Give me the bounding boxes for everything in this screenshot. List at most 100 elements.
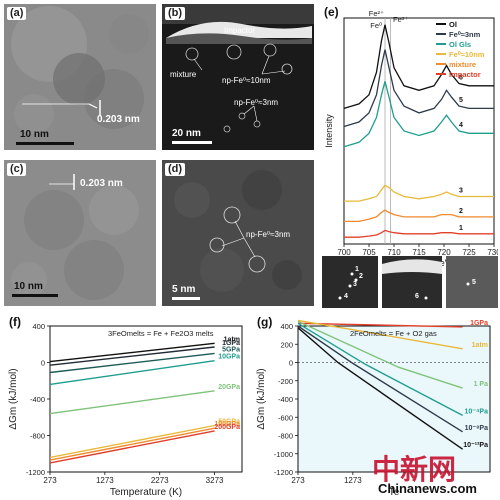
g-x-axis-label: Te	[389, 487, 400, 498]
g-ytick-label-0: -1200	[274, 468, 293, 477]
scale-bar-c: 10 nm	[14, 281, 43, 292]
g-ytick-label-1: -1000	[274, 450, 293, 459]
scale-bar-b: 20 nm	[172, 128, 201, 139]
eels-series-label-3: 3	[459, 188, 463, 195]
peak-label-fe0: Fe⁰	[370, 21, 382, 30]
g-series-label-0: 1GPa	[470, 320, 488, 327]
eels-xtick-label-2: 710	[387, 248, 401, 257]
eels-xtick-label-0: 700	[337, 248, 351, 257]
g-series-label-2: 1 Pa	[474, 381, 489, 388]
f-y-axis-label: ΔGm (kJ/mol)	[8, 368, 19, 429]
watermark-logo-cn: 中新网	[372, 453, 457, 486]
f-series-label-0: 1atm	[224, 336, 240, 343]
stem-image-b	[162, 4, 314, 150]
eels-legend-entry-1: Fe⁰≈3nm	[449, 30, 481, 39]
peak-label-fe3: Fe³⁺	[393, 15, 408, 24]
g-series-label-5: 10⁻¹²Pa	[463, 442, 488, 449]
hrtem-image-c	[4, 160, 156, 306]
chart-g-plot-area: 1GPa 1atm 1 Pa 10⁻⁴Pa 10⁻⁸Pa 10⁻¹²Pa 273 1273 -1…	[256, 319, 491, 498]
g-series-label-4: 10⁻⁸Pa	[465, 425, 488, 432]
f-ytick-label-3: 0	[41, 359, 45, 368]
eels-plot-area: 654321700705710715720725730Energy Loss (…	[324, 9, 498, 268]
g-series-5	[297, 327, 463, 450]
eels-series-label-6: 6	[459, 75, 463, 82]
f-ytick-label-4: 400	[32, 322, 45, 331]
eels-series-6	[343, 24, 494, 110]
panel-e-label: (e)	[324, 5, 339, 19]
f-series-label-4: 20GPa	[218, 384, 240, 391]
g-ytick-label-4: -400	[278, 395, 293, 404]
eels-xtick-label-6: 730	[487, 248, 498, 257]
inset-image-2	[382, 256, 442, 308]
panel-f-label: (f)	[9, 315, 21, 329]
inset-point-4: 4	[344, 293, 348, 300]
eels-series-5	[343, 49, 494, 128]
f-series-label-2: 5GPa	[222, 346, 240, 353]
inset-1: 1 2 3 4	[322, 256, 378, 308]
f-ytick-label-0: -1200	[26, 468, 45, 477]
panel-a-label: (a)	[7, 7, 27, 20]
peak-label-fe2: Fe²⁺	[369, 9, 384, 18]
eels-series-3	[344, 184, 494, 202]
eels-spectra-chart: 654321700705710715720725730Energy Loss (…	[318, 4, 498, 304]
eels-axes-frame	[343, 17, 495, 245]
panel-b-label: (b)	[165, 7, 186, 20]
gibbs-energy-chart-g: 1GPa 1atm 1 Pa 10⁻⁴Pa 10⁻⁸Pa 10⁻¹²Pa 273 1273 -1…	[252, 312, 498, 498]
f-reaction-annotation: 3FeOmelts = Fe + Fe2O3 melts	[108, 329, 214, 338]
f-xtick-label-1: 1273	[96, 476, 114, 485]
f-xtick-label-2: 2273	[151, 476, 169, 485]
f-series-6	[49, 427, 215, 461]
scale-bar-a: 10 nm	[20, 129, 49, 140]
inset-2: 6	[382, 256, 442, 308]
f-series-7	[49, 430, 215, 464]
inset-point-5: 5	[472, 279, 476, 286]
gibbs-energy-chart-f: 1atm 1GPa 5GPa 10GPa 20GPa 50GPa 100GPa 200GPa 2…	[4, 312, 250, 498]
eels-series-label-4: 4	[459, 122, 463, 129]
f-series-5	[49, 424, 215, 459]
g-xtick-label-1: 1273	[344, 476, 362, 485]
g-series-4	[297, 325, 463, 433]
g-series-1	[297, 319, 463, 350]
g-series-label-3: 10⁻⁴Pa	[464, 408, 488, 415]
inset-point-1: 1	[355, 266, 359, 273]
stem-image-d	[162, 160, 314, 306]
f-ytick-label-2: -400	[30, 395, 45, 404]
panel-g-label: (g)	[257, 315, 273, 329]
g-ytick-label-7: 200	[280, 340, 293, 349]
eels-xtick-label-4: 720	[437, 248, 451, 257]
inset-point-3: 3	[353, 281, 357, 288]
f-xtick-label-3: 3273	[206, 476, 224, 485]
eels-legend-entry-4: mixture	[449, 60, 476, 69]
eels-xtick-label-1: 705	[362, 248, 376, 257]
np-fe-3nm-label-d: np-Fe⁰≈3nm	[246, 230, 291, 239]
inset-image-3	[446, 256, 498, 308]
g-ytick-label-8: 400	[280, 322, 293, 331]
f-x-axis-label: Temperature (K)	[110, 487, 182, 498]
f-series-label-7: 200GPa	[214, 424, 240, 431]
g-ytick-label-3: -600	[278, 413, 293, 422]
f-series-3	[49, 360, 215, 386]
g-xtick-label-0: 273	[291, 476, 305, 485]
g-ytick-label-6: 0	[289, 359, 293, 368]
eels-legend-entry-3: Fe⁰≈10nm	[449, 50, 485, 59]
g-series-0	[297, 322, 463, 328]
eels-legend-entry-2: Ol Gls	[449, 40, 471, 49]
np-fe-3nm-label-b: np-Fe⁰≈3nm	[234, 98, 279, 107]
panel-d-micrograph: (d) np-Fe⁰≈3nm 5 nm	[162, 160, 314, 306]
f-series-0	[49, 342, 215, 363]
eels-y-axis-label: Intensity	[324, 114, 334, 148]
f-series-label-5: 50GPa	[218, 418, 240, 425]
panel-c-label: (c)	[7, 163, 27, 176]
panel-d-label: (d)	[165, 163, 186, 176]
watermark-logo-en: Chinanews.com	[378, 481, 477, 496]
eels-legend-entry-0: Ol	[449, 20, 457, 29]
panel-c-micrograph: (c) 0.203 nm 10 nm	[4, 160, 156, 306]
eels-series-2	[344, 209, 494, 223]
g-series-label-1: 1atm	[472, 342, 488, 349]
eels-series-4	[343, 81, 494, 148]
g-axes-frame	[297, 325, 491, 473]
f-series-4	[49, 390, 215, 415]
lattice-spacing-a: 0.203 nm	[97, 114, 140, 125]
f-series-1	[49, 346, 215, 366]
